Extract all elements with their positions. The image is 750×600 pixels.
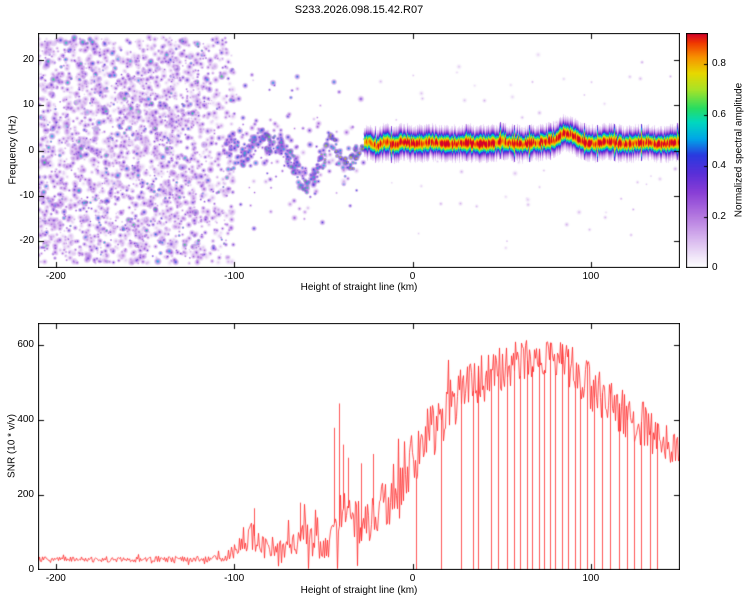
figure-title: S233.2026.098.15.42.R07 <box>294 4 424 16</box>
spec-y-tick: 0 <box>28 144 34 156</box>
spec-x-tick: -100 <box>224 271 245 282</box>
snr-y-tick: 600 <box>17 339 34 351</box>
spec-x-axis-label: Height of straight line (km) <box>300 282 418 293</box>
colorbar-tick: 0 <box>712 262 718 273</box>
spec-y-tick: -10 <box>19 189 34 201</box>
snr-x-tick: 100 <box>582 573 600 584</box>
spec-x-tick: 0 <box>409 271 416 282</box>
snr-x-tick: -200 <box>45 573 66 584</box>
colorbar-tick: 0.2 <box>712 210 726 222</box>
snr-x-tick: -100 <box>224 573 245 584</box>
spec-y-tick: -20 <box>19 234 34 246</box>
spec-y-tick: 10 <box>22 99 34 111</box>
snr-x-tick: 0 <box>409 573 416 584</box>
snr-plot <box>38 323 680 570</box>
snr-x-axis-label: Height of straight line (km) <box>300 585 418 596</box>
spec-y-tick: 20 <box>22 54 34 66</box>
colorbar-tick: 0.8 <box>712 57 726 69</box>
colorbar-tick: 0.4 <box>712 159 726 171</box>
colorbar <box>686 33 708 268</box>
colorbar-tick: 0.6 <box>712 108 726 120</box>
colorbar-label: Normalized spectral amplitude <box>733 82 745 218</box>
spec-x-tick: -200 <box>45 271 66 282</box>
snr-y-tick: 400 <box>17 414 34 426</box>
spec-x-tick: 100 <box>582 271 600 282</box>
spectrogram-plot <box>38 33 680 268</box>
snr-y-tick: 0 <box>28 564 34 575</box>
snr-y-tick: 200 <box>17 489 34 501</box>
